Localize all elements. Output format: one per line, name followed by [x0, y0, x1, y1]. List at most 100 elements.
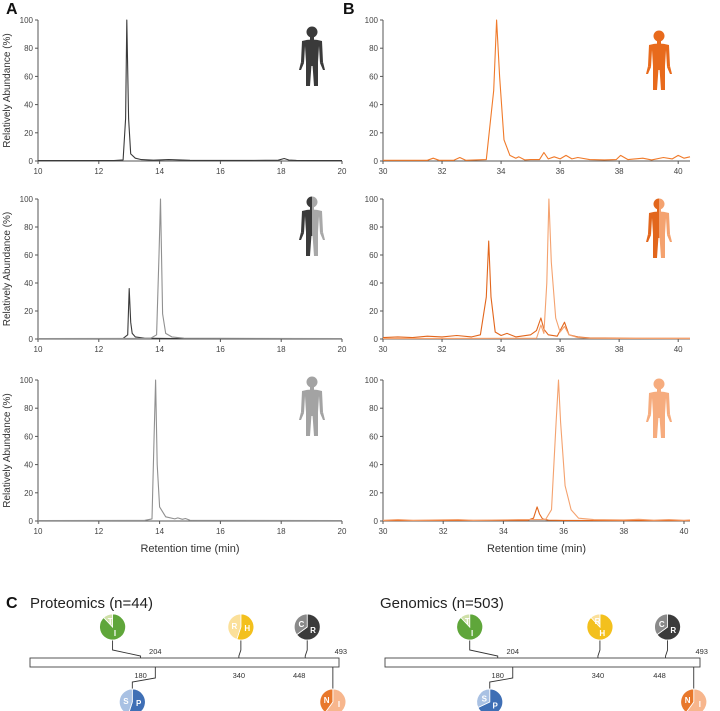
y-tick-label: 40 [24, 279, 33, 288]
y-tick-label: 80 [369, 404, 378, 413]
x-tick-label: 16 [216, 345, 225, 354]
human-silhouette-icon-half [299, 196, 325, 256]
y-tick-label: 60 [369, 251, 378, 260]
y-tick-label: 100 [20, 195, 34, 204]
pie-slice-label: R [670, 626, 676, 635]
x-tick-label: 32 [438, 167, 447, 176]
x-tick-label: 40 [680, 527, 689, 536]
chart-A1: 0 20 40 60 80 100 10 12 14 16 18 20 Relatively Abund… [2, 16, 347, 176]
x-tick-label: 34 [497, 167, 506, 176]
pie-slice-label: I [471, 629, 473, 638]
x-tick-label: 36 [556, 167, 565, 176]
y-tick-label: 20 [24, 307, 33, 316]
pie-connector [489, 667, 514, 689]
x-tick-label: 40 [674, 345, 683, 354]
series-line-sample-1 [37, 288, 342, 340]
x-tick-label: 18 [277, 345, 286, 354]
pie-connector [238, 640, 242, 658]
human-silhouette-icon-orange [646, 30, 672, 90]
pie-slice-label: C [299, 620, 305, 629]
pie-slice [227, 613, 242, 640]
pie-connector [131, 667, 156, 689]
y-tick-label: 60 [24, 251, 33, 260]
y-tick-label: 60 [24, 72, 33, 81]
x-tick-label: 10 [34, 345, 43, 354]
series-line-sample [383, 19, 691, 161]
x-tick-label: 38 [615, 167, 624, 176]
series-line-sample [37, 379, 343, 522]
x-tick-label: 30 [379, 167, 388, 176]
pie-chart-180: IT [456, 613, 484, 641]
human-silhouette-icon-grey [299, 376, 325, 436]
protein-map-title: Genomics (n=503) [380, 595, 504, 612]
protein-map-title: Proteomics (n=44) [30, 595, 153, 612]
x-tick-label: 12 [94, 345, 103, 354]
y-tick-label: 80 [24, 44, 33, 53]
series-line-sample [38, 19, 342, 162]
panel-label-b: B [343, 1, 355, 18]
pie-slice-label: S [123, 697, 129, 706]
y-tick-label: 80 [24, 223, 33, 232]
x-tick-label: 14 [155, 167, 164, 176]
x-tick-label: 16 [216, 527, 225, 536]
pie-slice-label: T [465, 617, 470, 626]
x-tick-label: 38 [619, 527, 628, 536]
pie-slice-label: H [599, 629, 605, 638]
y-tick-label: 20 [369, 307, 378, 316]
pie-slice-label: R [310, 626, 316, 635]
pie-slice [128, 688, 146, 711]
y-tick-label: 60 [369, 72, 378, 81]
y-tick-label: 40 [24, 461, 33, 470]
pie-slice-label: C [659, 620, 665, 629]
position-label: 204 [149, 647, 162, 656]
pie-slice [654, 613, 668, 636]
pie-slice-label: I [114, 629, 116, 638]
position-label: 204 [506, 647, 519, 656]
x-tick-label: 18 [277, 527, 286, 536]
y-tick-label: 60 [369, 432, 378, 441]
x-tick-label: 16 [216, 167, 225, 176]
pie-slice-label: R [232, 622, 238, 631]
chart-A3: 0 20 40 60 80 100 10 12 14 16 18 20 Relatively Abund… [2, 376, 347, 555]
position-label: 180 [491, 671, 504, 680]
y-tick-label: 0 [374, 517, 379, 526]
pie-slice [296, 613, 321, 641]
y-tick-label: 80 [369, 223, 378, 232]
y-tick-label: 100 [365, 16, 379, 25]
human-silhouette-icon-dark [299, 26, 325, 86]
pie-slice-label: I [338, 700, 340, 709]
pie-slice [590, 613, 601, 629]
pie-slice [477, 688, 504, 711]
pie-slice [325, 688, 347, 711]
pie-chart-340: HR [227, 613, 255, 641]
y-tick-label: 40 [369, 279, 378, 288]
y-tick-label: 60 [24, 432, 33, 441]
pie-slice-label: R [595, 617, 601, 626]
pie-slice [319, 688, 334, 711]
x-tick-label: 20 [338, 527, 347, 536]
position-label: 180 [134, 671, 147, 680]
y-tick-label: 100 [365, 376, 379, 385]
x-tick-label: 12 [94, 167, 103, 176]
chart-B1: 0 20 40 60 80 100 30 32 34 36 38 40 [365, 16, 691, 176]
pie-connector [304, 640, 308, 658]
x-tick-label: 36 [559, 527, 568, 536]
series-line-sample-1 [382, 506, 691, 522]
pie-chart-340: HR [586, 613, 614, 641]
y-tick-label: 100 [365, 195, 379, 204]
position-label: 493 [695, 647, 708, 656]
pie-chart-180: IT [99, 613, 126, 641]
pie-slice [460, 613, 471, 629]
y-tick-label: 100 [20, 376, 34, 385]
pie-slice [103, 613, 113, 629]
pie-chart-204: PS [118, 688, 146, 711]
y-tick-label: 0 [29, 517, 34, 526]
y-tick-label: 0 [374, 335, 379, 344]
protein-bar [29, 657, 340, 668]
y-tick-label: 0 [29, 157, 34, 166]
x-tick-label: 20 [338, 167, 347, 176]
pie-slice [656, 613, 681, 641]
series-line-sample-2 [37, 198, 343, 340]
